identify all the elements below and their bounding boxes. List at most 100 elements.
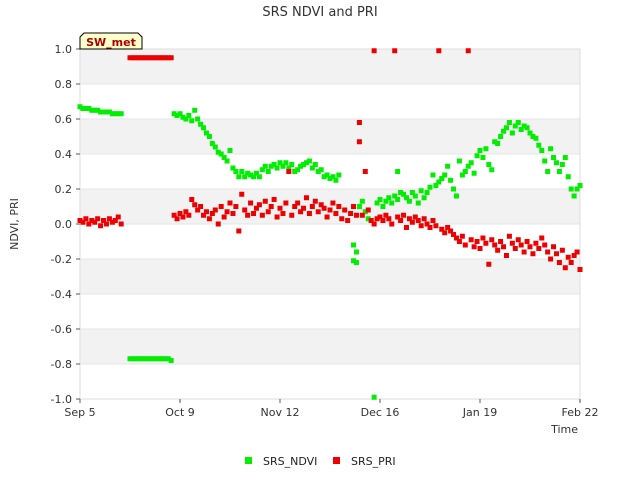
data-point [336,204,342,209]
data-point [327,176,333,181]
data-point [559,247,565,253]
data-point [306,211,312,216]
data-point [183,116,189,122]
data-point [330,200,336,206]
data-point [530,251,536,257]
data-point [236,228,242,234]
data-point [565,174,571,180]
data-point [492,242,498,248]
data-point [383,198,389,204]
data-point [395,214,401,220]
data-point [280,211,286,216]
data-point [89,218,95,223]
data-point [468,160,474,166]
data-point [324,172,330,178]
data-point [118,221,124,227]
data-point [351,204,357,209]
data-point [559,162,565,167]
data-point [133,356,139,362]
data-point [565,254,571,260]
data-point [553,160,559,166]
data-point [551,155,557,160]
data-point [203,209,209,215]
data-point [315,169,321,174]
data-point [180,114,186,120]
data-point [418,188,424,194]
data-point [83,216,89,222]
data-point [103,109,109,115]
data-point [277,205,283,211]
data-point [83,106,89,111]
data-point [145,356,151,362]
data-point [333,177,339,183]
legend-label-ndvi: SRS_NDVI [263,455,317,468]
data-point [286,165,292,171]
data-point [356,204,362,209]
y-tick-label: 0.4 [55,148,73,161]
data-point [195,207,201,213]
data-point [295,167,301,173]
data-point [401,212,407,218]
data-point [218,151,224,157]
data-point [365,207,371,213]
data-point [151,55,157,61]
data-points [77,48,583,400]
data-point [574,249,580,255]
data-point [503,253,509,258]
data-point [568,186,574,192]
data-point [206,134,212,139]
data-point [521,249,527,255]
data-point [295,200,301,206]
data-point [262,198,268,204]
data-point [165,356,171,362]
data-point [498,239,504,244]
data-point [515,120,521,125]
data-point [556,260,562,265]
data-point [486,261,492,267]
data-point [106,216,112,222]
data-point [259,167,265,173]
data-point [501,128,507,134]
data-point [77,104,83,110]
data-point [456,158,462,164]
data-point [215,149,221,155]
data-point [353,212,359,218]
data-point [365,216,371,222]
data-point [409,190,415,195]
data-point [551,244,557,250]
data-point [521,123,527,129]
data-point [468,237,474,243]
data-point [483,240,489,246]
data-point [127,356,133,362]
data-point [130,55,136,61]
data-point [342,207,348,213]
data-point [506,120,512,125]
site-label-box: SW_met [79,32,143,50]
data-point [568,260,574,265]
data-point [356,120,362,125]
data-point [198,121,204,127]
data-point [459,233,465,239]
site-label: SW_met [86,36,136,49]
data-point [495,141,501,146]
data-point [483,146,489,152]
data-point [571,253,577,258]
data-point [545,169,551,174]
data-point [109,111,115,117]
grid-band [80,119,580,154]
data-point [418,223,424,229]
data-point [465,48,471,54]
data-point [151,356,157,362]
data-point [286,169,292,174]
data-point [321,174,327,180]
data-point [451,186,457,192]
data-point [353,249,359,255]
data-point [248,172,254,178]
data-point [206,216,212,222]
data-point [380,204,386,209]
data-point [245,212,251,218]
data-point [283,200,289,206]
data-point [518,127,524,132]
data-point [301,205,307,211]
data-point [348,211,354,216]
